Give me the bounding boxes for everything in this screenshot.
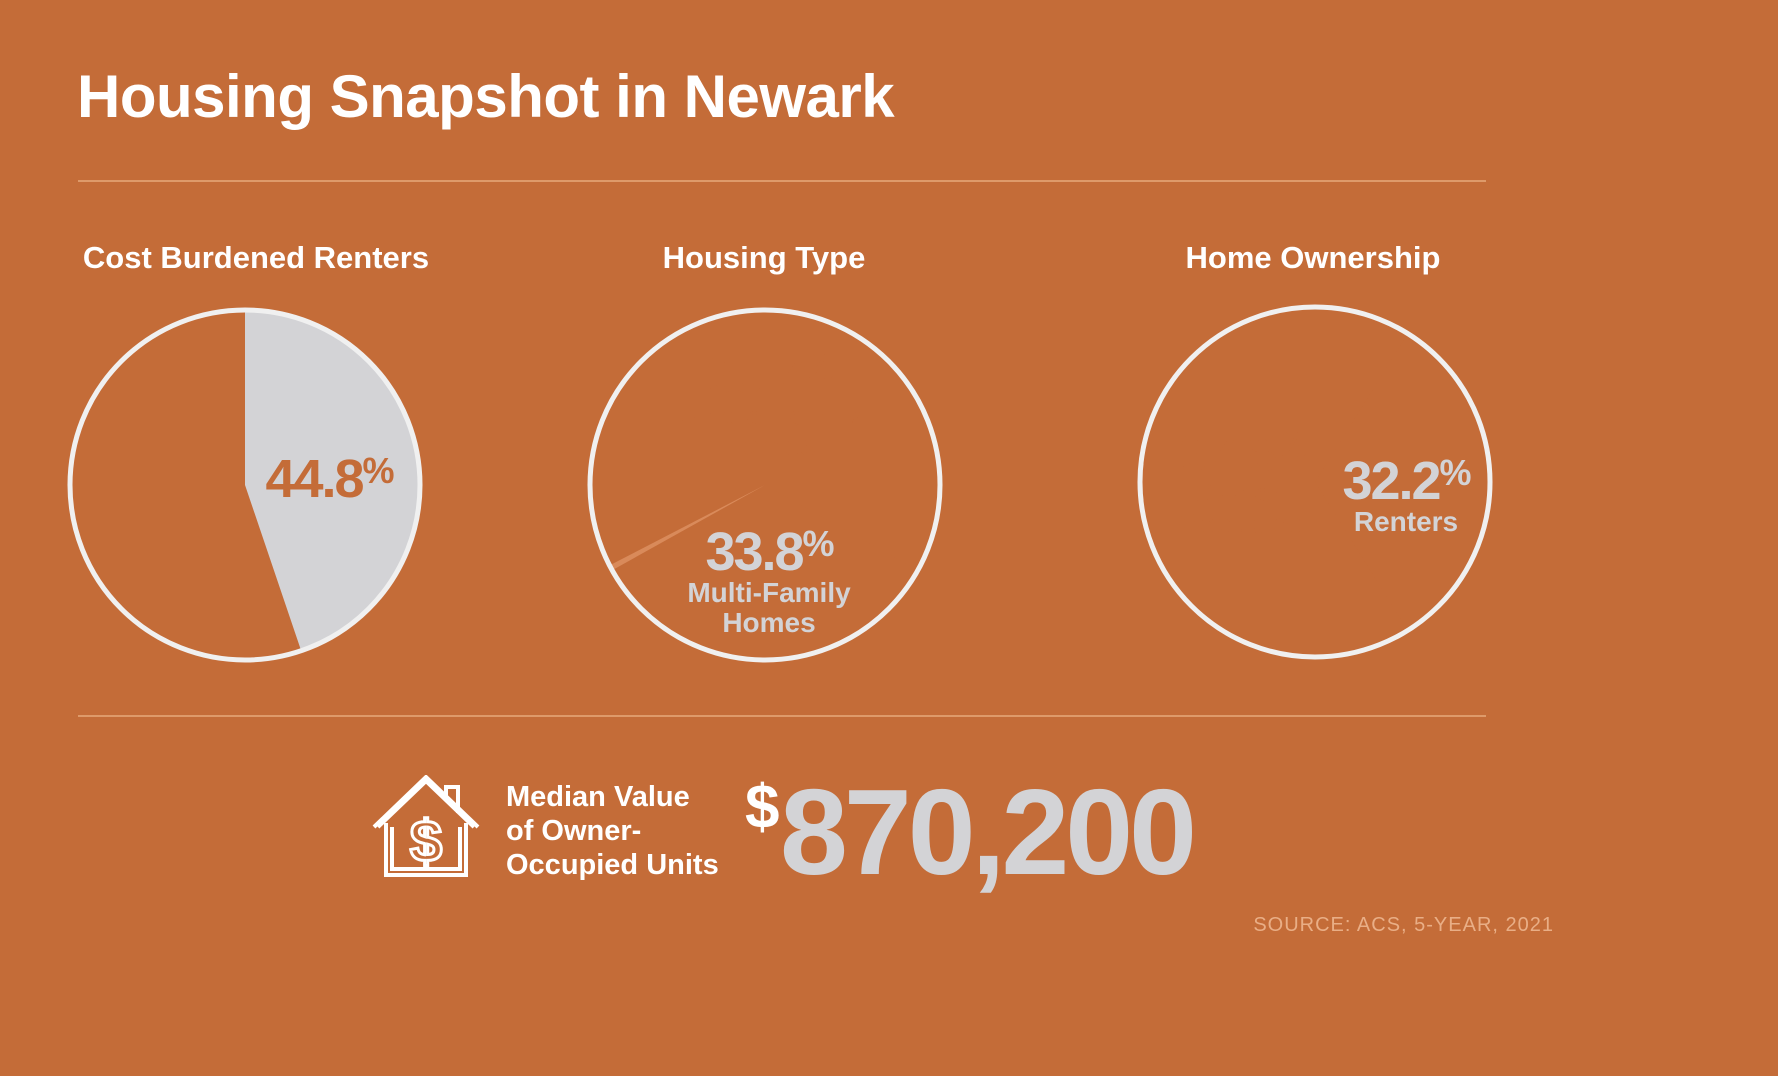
chart-title-cost-burdened: Cost Burdened Renters — [82, 240, 430, 275]
pie-ring — [587, 307, 943, 663]
median-currency: $ — [745, 773, 780, 842]
slice-multi-family — [612, 485, 918, 660]
median-label-line-3: Occupied Units — [506, 849, 719, 881]
pie-ring — [67, 307, 423, 663]
slice-label-multi-family-name-1: Multi-Family — [687, 577, 851, 608]
slice-renters — [1315, 333, 1490, 631]
slice-label-owner-occupied-name-1: Owner- — [1194, 478, 1290, 509]
pie-ring — [1137, 304, 1493, 660]
slice-label-single-family-name-1: Single-Family — [678, 401, 860, 432]
source-note: SOURCE: ACS, 5-YEAR, 2021 — [1253, 914, 1554, 936]
top-divider — [78, 180, 1486, 182]
slice-label-single-family-pct: 65.7% — [705, 345, 834, 405]
median-label-line-1: Median Value — [506, 781, 690, 813]
median-value: 870,200 — [780, 764, 1197, 900]
slice-other — [609, 485, 765, 571]
slice-label-multi-family-name-2: Homes — [722, 607, 815, 638]
pie-chart-cost-burdened: 44.8% — [67, 307, 423, 663]
page-title: Housing Snapshot in Newark — [77, 63, 895, 130]
slice-cost-burdened — [245, 310, 421, 651]
slice-label-owner-occupied-name-2: Occupied — [1178, 508, 1306, 539]
pie-chart-housing-type: 65.7% Single-Family Homes 33.8% Multi-Fa… — [587, 307, 943, 663]
median-label: Median Value of Owner- Occupied Units — [506, 780, 719, 882]
slice-label-renters-name: Renters — [1354, 506, 1458, 537]
house-dollar-icon: $ — [372, 775, 480, 877]
slice-label-cost-burdened: 44.8% — [265, 449, 394, 509]
slice-label-owner-occupied-pct: 67.8% — [1178, 423, 1307, 483]
bottom-divider — [78, 715, 1486, 717]
chart-title-home-ownership: Home Ownership — [1185, 240, 1441, 275]
slice-label-single-family-name-2: Homes — [722, 430, 815, 461]
slice-label-renters-pct: 32.2% — [1342, 451, 1471, 511]
pie-chart-home-ownership: 67.8% Owner- Occupied 32.2% Renters — [1137, 304, 1493, 660]
chart-title-housing-type: Housing Type — [662, 240, 866, 275]
median-label-line-2: of Owner- — [506, 815, 642, 847]
dollar-glyph: $ — [410, 809, 442, 874]
slice-label-multi-family-pct: 33.8% — [705, 522, 834, 582]
